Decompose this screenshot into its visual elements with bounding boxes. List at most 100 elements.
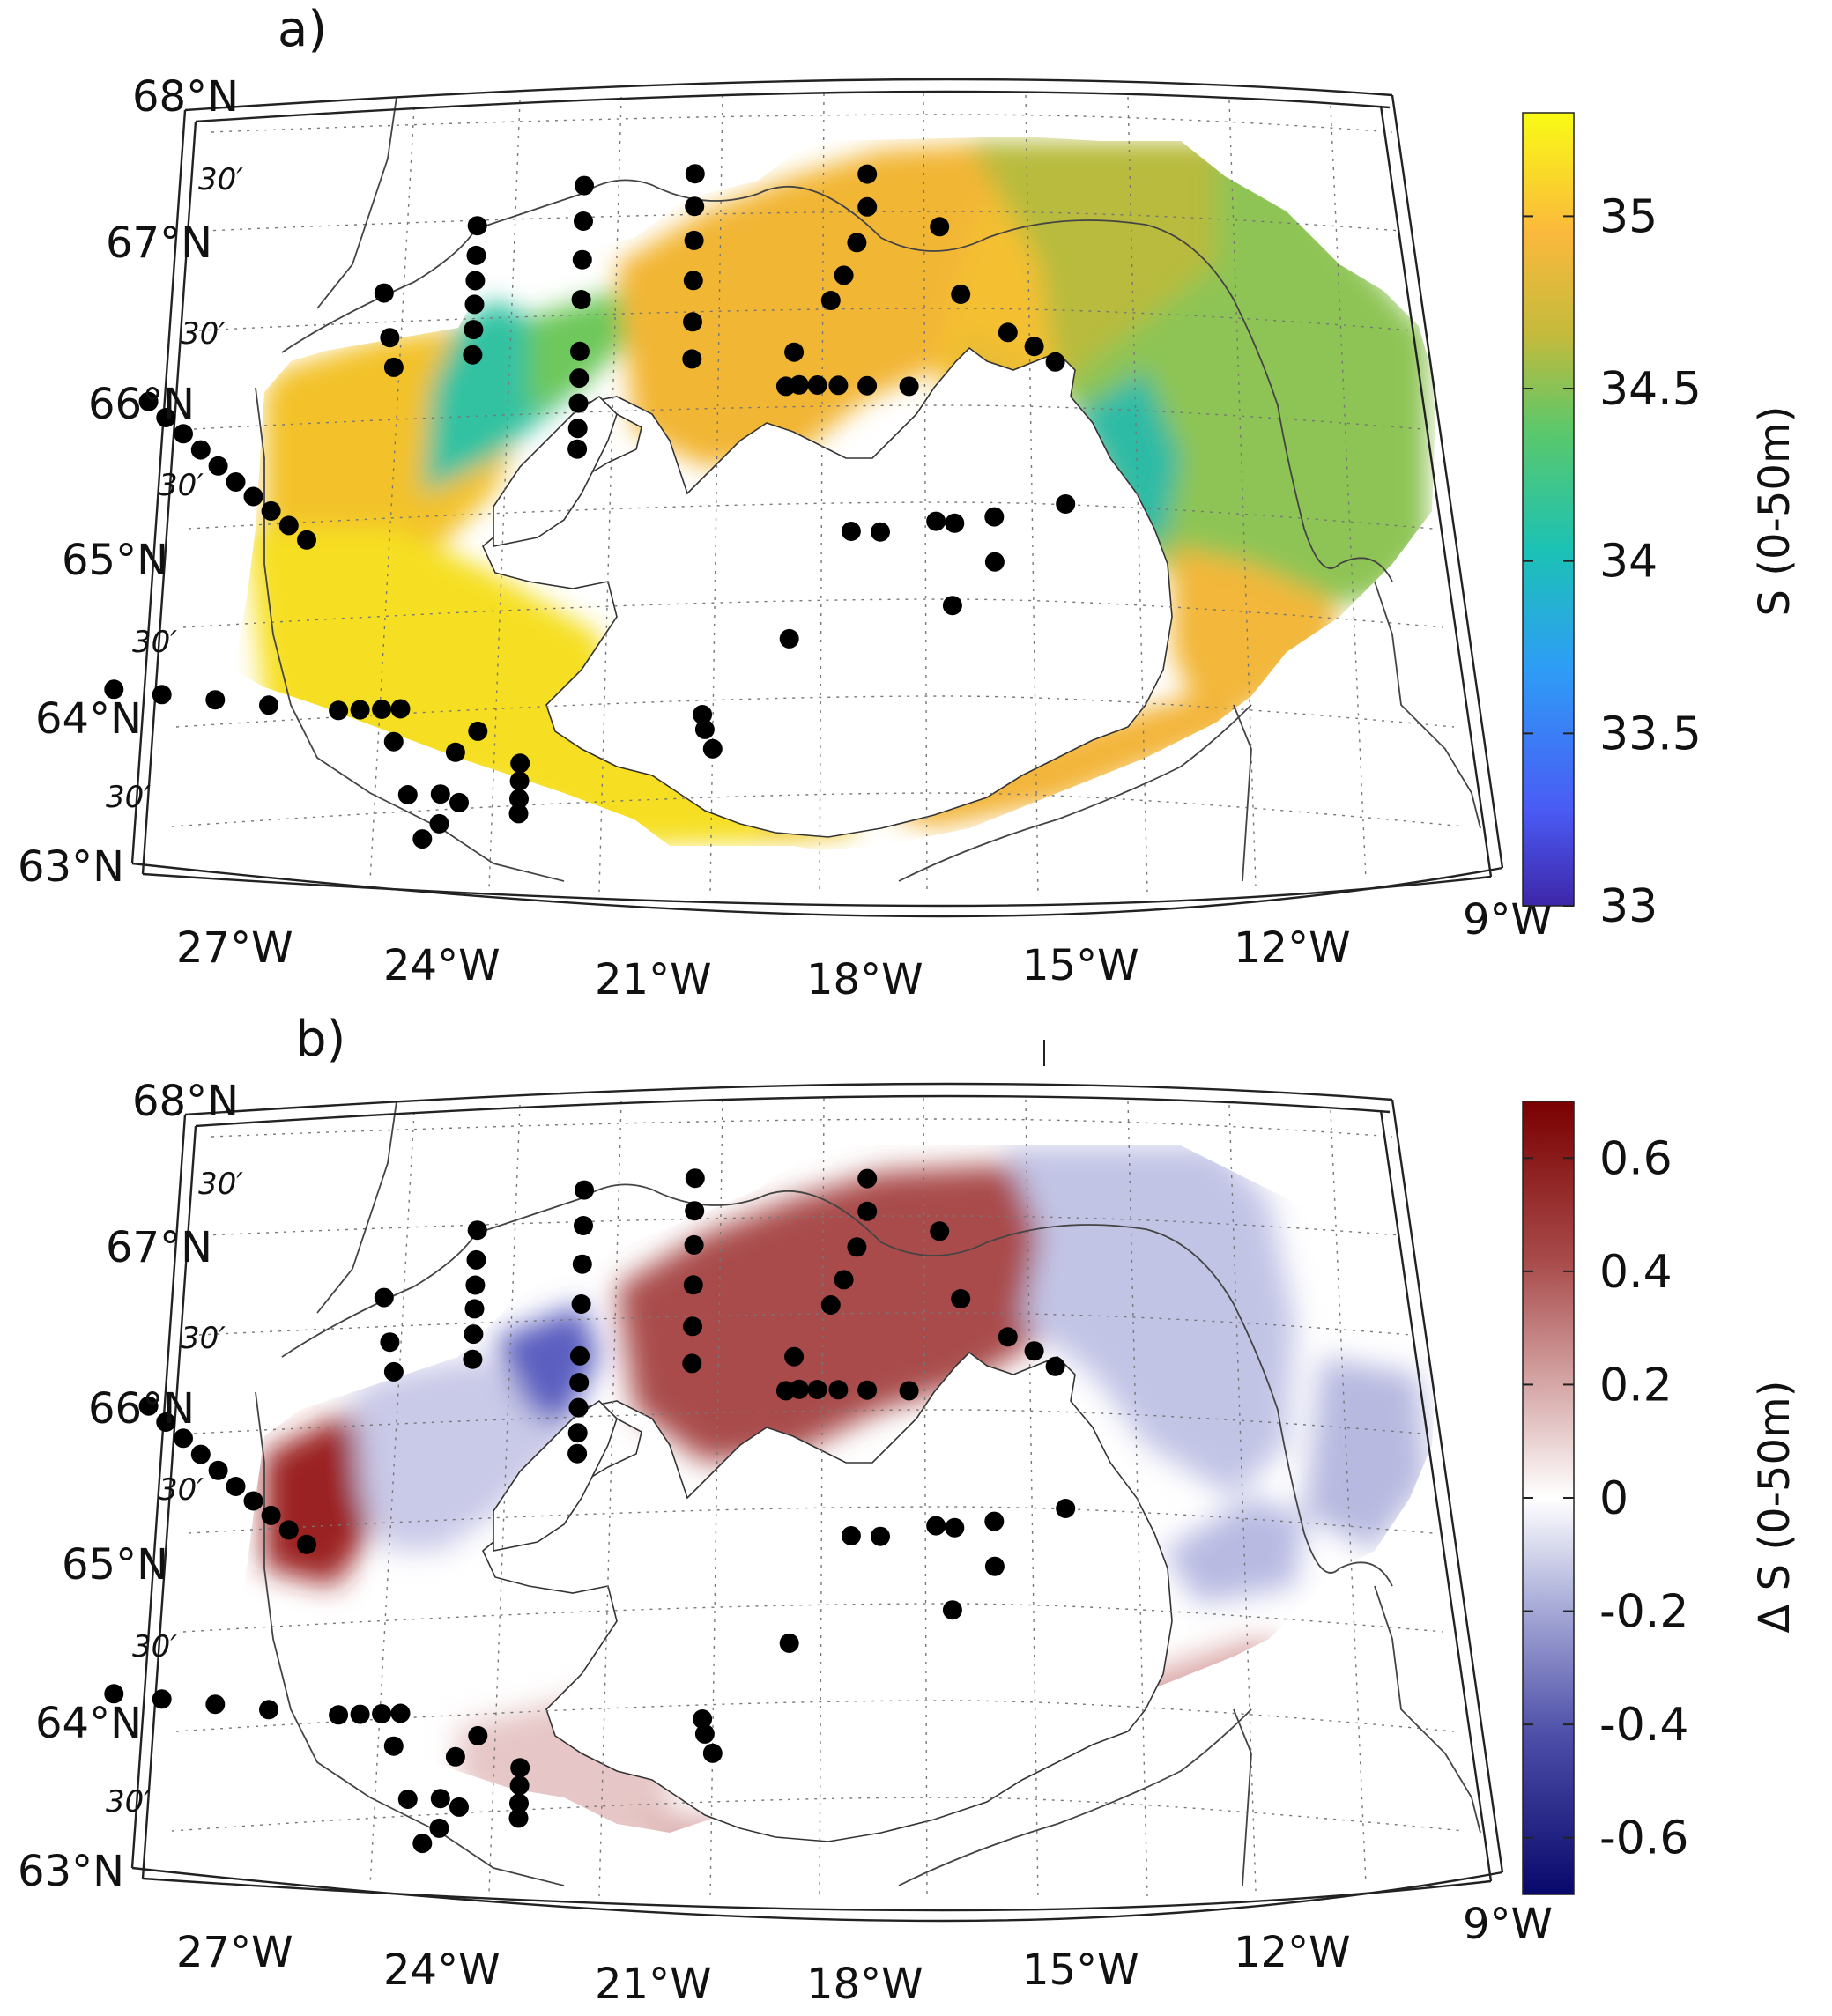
station-marker xyxy=(694,719,715,739)
station-marker xyxy=(152,1689,172,1709)
station-marker xyxy=(998,322,1018,343)
station-marker xyxy=(685,1168,705,1189)
station-marker xyxy=(445,1746,465,1767)
station-marker xyxy=(510,1758,530,1778)
station-marker xyxy=(899,376,919,397)
station-marker xyxy=(685,164,705,184)
station-marker xyxy=(570,341,590,361)
colorbar-tick-label: 34.5 xyxy=(1599,363,1702,416)
lat-label-64-30: 30′ xyxy=(132,625,177,660)
station-marker xyxy=(372,1704,392,1723)
station-marker xyxy=(329,1705,349,1725)
station-marker xyxy=(569,368,590,389)
station-marker xyxy=(465,1275,486,1295)
colorbar-a: 35 34.5 34 33.5 33 S (0-50m) xyxy=(1522,112,1799,933)
graticule-a xyxy=(171,93,1465,896)
station-marker xyxy=(682,349,702,369)
station-marker xyxy=(945,1517,965,1538)
station-marker xyxy=(942,596,962,616)
station-marker xyxy=(380,1332,400,1353)
station-marker xyxy=(463,1349,483,1369)
lon-label-12-b: 12°W xyxy=(1234,1928,1351,1977)
station-marker xyxy=(841,522,861,541)
station-marker xyxy=(466,245,486,265)
iceland-land-b xyxy=(482,1351,1173,1842)
station-marker xyxy=(468,1725,488,1745)
station-marker xyxy=(570,1345,590,1366)
station-marker xyxy=(190,440,211,460)
colorbar-tick-label: 0.2 xyxy=(1599,1359,1673,1412)
station-marker xyxy=(243,1491,263,1511)
station-marker xyxy=(951,285,971,304)
station-marker xyxy=(930,217,950,237)
station-marker xyxy=(509,1793,529,1813)
lon-label-27: 27°W xyxy=(176,923,293,973)
lat-label-66-b: 66°N xyxy=(88,1384,195,1434)
lat-label-66-30: 30′ xyxy=(181,316,226,352)
map-frame-b xyxy=(130,1082,1504,1923)
station-marker xyxy=(567,419,588,439)
station-marker xyxy=(702,1743,723,1763)
panel-b: b) xyxy=(18,1011,1799,2009)
lat-label-63-30-b: 30′ xyxy=(106,1784,151,1820)
station-marker xyxy=(789,1379,809,1399)
station-marker xyxy=(807,1380,827,1399)
lon-label-15-b: 15°W xyxy=(1022,1946,1139,1995)
station-marker xyxy=(466,1249,486,1270)
station-marker xyxy=(926,511,946,531)
station-marker xyxy=(683,271,703,291)
station-marker xyxy=(509,789,529,809)
station-marker xyxy=(383,1736,404,1756)
station-marker xyxy=(156,1412,176,1432)
station-marker xyxy=(857,164,878,184)
station-marker xyxy=(464,320,484,340)
station-marker xyxy=(508,804,529,824)
anomaly-field xyxy=(192,1101,1487,1894)
station-marker xyxy=(464,1324,484,1345)
station-marker xyxy=(683,312,702,332)
station-marker xyxy=(464,294,485,315)
salinity-field xyxy=(192,97,1487,890)
station-marker xyxy=(685,196,705,217)
station-marker xyxy=(847,1237,867,1257)
station-marker xyxy=(429,1818,449,1838)
station-marker xyxy=(138,391,159,411)
station-marker xyxy=(208,456,228,476)
station-marker xyxy=(350,700,370,720)
station-marker xyxy=(430,784,450,804)
colorbar-tick-label: 34 xyxy=(1599,536,1658,589)
station-marker xyxy=(871,522,890,542)
station-marker xyxy=(390,1703,411,1723)
lat-label-66-30-b: 30′ xyxy=(181,1321,226,1356)
lat-label-63: 63°N xyxy=(18,842,124,892)
station-marker xyxy=(1056,494,1076,514)
lat-label-67-30: 30′ xyxy=(198,162,243,197)
station-marker xyxy=(779,1633,799,1653)
station-marker xyxy=(567,439,588,459)
panel-a: a) xyxy=(18,1,1799,1004)
lat-labels-a: 68°N 30′ 67°N 30′ 66°N 30′ 65°N 30′ 64°N… xyxy=(18,72,243,892)
station-marker xyxy=(156,408,176,427)
lat-labels-b: 68°N 30′ 67°N 30′ 66°N 30′ 65°N 30′ 64°N… xyxy=(18,1077,243,1896)
station-marker xyxy=(138,1396,159,1416)
station-marker xyxy=(569,1373,590,1393)
colorbar-b: 0.6 0.4 0.2 0 -0.2 -0.4 -0.6 Δ S (0-50m) xyxy=(1522,1101,1799,1895)
lat-label-65-b: 65°N xyxy=(62,1540,168,1590)
station-marker xyxy=(465,271,486,291)
lat-label-65-30: 30′ xyxy=(159,468,204,503)
station-marker xyxy=(834,265,854,285)
station-marker xyxy=(572,1254,592,1274)
stations-a xyxy=(104,164,1076,849)
westfjords-a xyxy=(493,395,618,547)
station-marker xyxy=(208,1460,228,1480)
lon-label-18: 18°W xyxy=(806,955,923,1004)
graticule-b xyxy=(171,1097,1465,1901)
lat-label-66: 66°N xyxy=(88,380,195,429)
station-marker xyxy=(226,472,246,492)
station-marker xyxy=(174,1428,193,1449)
station-marker xyxy=(683,1316,702,1337)
station-marker xyxy=(574,1216,593,1235)
station-marker xyxy=(857,375,878,396)
station-marker xyxy=(243,486,263,507)
station-marker xyxy=(575,175,594,196)
